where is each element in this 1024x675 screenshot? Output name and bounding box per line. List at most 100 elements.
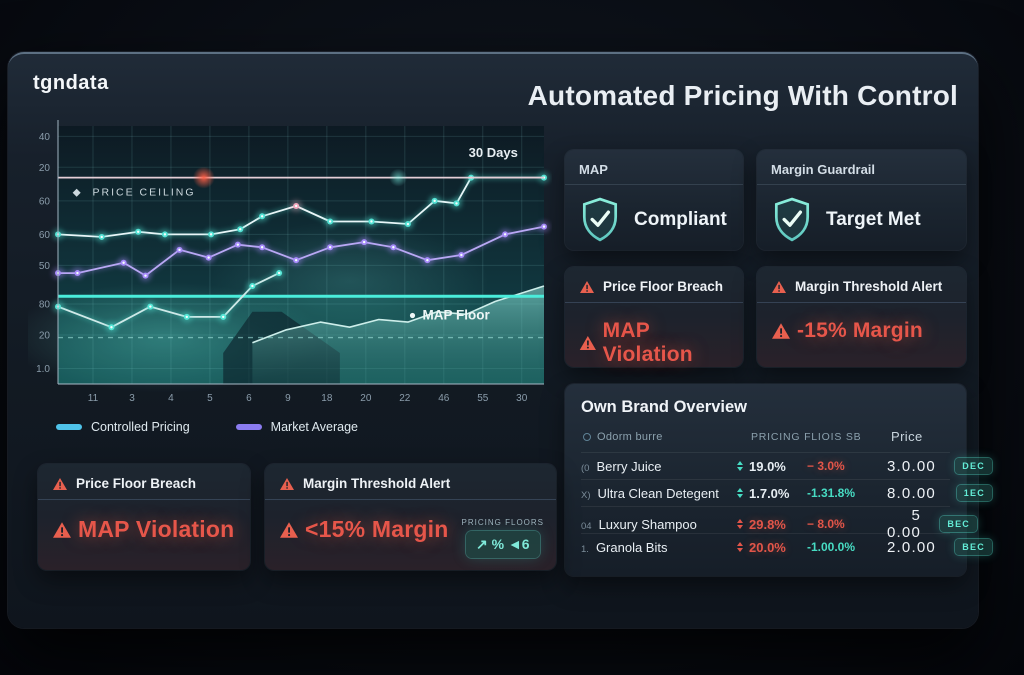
pct-primary: 20.0% — [749, 539, 786, 555]
svg-text:22: 22 — [399, 393, 411, 404]
column-header: Odorm burre — [583, 431, 751, 443]
svg-text:50: 50 — [39, 261, 51, 272]
map-status-card[interactable]: MAP Compliant — [565, 150, 743, 250]
shield-check-icon — [771, 197, 813, 243]
table-title: Own Brand Overview — [581, 398, 747, 416]
svg-text:40: 40 — [39, 132, 51, 143]
brand-logo: tgndata — [33, 72, 109, 94]
svg-text:55: 55 — [477, 393, 489, 404]
table-body: (0 Berry Juice 19.0% − 3.0% 3.0.00 DEC X) Ultra… — [581, 452, 992, 560]
status-badge[interactable]: 1EC — [956, 485, 992, 501]
trend-updown-icon — [731, 488, 749, 498]
margin-card-title: Margin Guardrail — [757, 150, 966, 185]
circle-icon — [583, 432, 591, 441]
chart-legend: Controlled Pricing Market Average — [56, 420, 358, 434]
row-id: 1. — [581, 543, 589, 555]
svg-text:6: 6 — [246, 393, 252, 404]
svg-text:1.0: 1.0 — [36, 364, 50, 375]
product-name: Berry Juice — [596, 458, 662, 474]
pricing-chart-svg: 40 20 60 60 50 80 20 1.0 11 3 4 5 6 9 18 20 22 46 55 30 ◆ PR… — [28, 120, 550, 404]
status-badge[interactable]: BEC — [955, 539, 992, 555]
pct-primary: 19.0% — [749, 458, 786, 474]
product-cell: 1. Granola Bits — [581, 540, 731, 555]
dashboard-panel: tgndata Automated Pricing With Control 4… — [8, 52, 992, 628]
product-name: Ultra Clean Detegent — [597, 485, 719, 501]
status-badge[interactable]: DEC — [955, 458, 992, 474]
svg-text:60: 60 — [39, 196, 51, 207]
legend-item-market-average[interactable]: Market Average — [235, 420, 358, 434]
table-header-row: Odorm burre Pricing Fliois SB Price — [581, 427, 950, 452]
pct-secondary: -1.31.8% — [807, 486, 856, 500]
legend-swatch — [235, 424, 262, 430]
alert-message: <15% Margin — [305, 516, 449, 542]
warning-icon — [52, 521, 72, 539]
pct-secondary: -1.00.0% — [807, 540, 856, 554]
svg-text:MAP Floor: MAP Floor — [423, 308, 491, 323]
table-row[interactable]: 1. Granola Bits 20.0% -1.00.0% 2.0.00 BEC — [581, 533, 992, 560]
alert-title: Margin Threshold Alert — [795, 279, 943, 294]
warning-icon — [579, 280, 595, 294]
warning-icon — [52, 477, 68, 491]
table-row[interactable]: 04 Luxury Shampoo 29.8% − 8.0% 5 0.00 BEC — [581, 506, 977, 541]
row-id: 04 — [581, 520, 592, 532]
svg-text:11: 11 — [88, 393, 99, 404]
map-card-title: MAP — [565, 150, 743, 185]
legend-swatch — [56, 424, 82, 430]
warning-icon — [279, 521, 299, 539]
svg-text:20: 20 — [39, 163, 51, 174]
margin-status-text: Target Met — [826, 209, 921, 230]
margin-guardrail-card[interactable]: Margin Guardrail Target Met — [757, 150, 966, 250]
svg-text:18: 18 — [321, 393, 333, 404]
pricing-floors-chip[interactable]: ↗ % ◄6 — [465, 531, 540, 558]
product-cell: (0 Berry Juice — [581, 459, 731, 474]
legend-label: Controlled Pricing — [91, 420, 190, 434]
legend-label: Market Average — [270, 420, 358, 434]
price-value: 2.0.00 — [887, 538, 936, 556]
legend-item-controlled-pricing[interactable]: Controlled Pricing — [56, 420, 190, 434]
pricing-chart: 40 20 60 60 50 80 20 1.0 11 3 4 5 6 9 18 20 22 46 55 30 ◆ PR… — [28, 114, 552, 446]
warning-icon — [279, 477, 295, 491]
svg-text:5: 5 — [207, 393, 213, 404]
trend-updown-icon — [731, 542, 749, 552]
status-badge[interactable]: BEC — [940, 516, 977, 532]
pct-secondary: − 3.0% — [807, 459, 845, 473]
price-value: 3.0.00 — [887, 457, 936, 475]
margin-threshold-alert[interactable]: Margin Threshold Alert -15% Margin — [757, 267, 966, 367]
product-cell: X) Ultra Clean Detegent — [581, 486, 731, 501]
trend-updown-icon — [731, 519, 749, 529]
pricing-floors-label: PRICING FLOORS — [461, 518, 544, 527]
svg-text:◆ PRICE CEILING: ◆ PRICE CEILING — [73, 187, 196, 199]
own-brand-overview-table: Own Brand Overview Odorm burre Pricing F… — [565, 384, 992, 576]
margin-threshold-alert-bottom[interactable]: Margin Threshold Alert <15% Margin PRICI… — [265, 464, 556, 570]
svg-text:60: 60 — [39, 230, 51, 241]
svg-text:46: 46 — [438, 393, 450, 404]
shield-check-icon — [579, 197, 621, 243]
alert-title: Margin Threshold Alert — [303, 476, 451, 491]
svg-text:20: 20 — [360, 393, 372, 404]
page-title: Automated Pricing With Control — [527, 80, 958, 111]
table-row[interactable]: (0 Berry Juice 19.0% − 3.0% 3.0.00 DEC — [581, 452, 992, 479]
alert-message: MAP Violation — [602, 319, 693, 366]
warning-icon — [771, 280, 787, 294]
pct-primary: 1.7.0% — [749, 485, 790, 501]
column-header: Price — [891, 429, 923, 444]
product-cell: 04 Luxury Shampoo — [581, 517, 731, 532]
pct-secondary: − 8.0% — [807, 517, 845, 531]
price-value: 5 0.00 — [887, 507, 921, 541]
column-header: Pricing Fliois SB — [751, 430, 862, 443]
price-floor-breach-alert[interactable]: Price Floor Breach MAP Violation — [565, 267, 743, 367]
svg-text:9: 9 — [285, 393, 291, 404]
alert-message: -15% Margin — [797, 319, 923, 342]
price-floor-breach-alert-bottom[interactable]: Price Floor Breach MAP Violation — [38, 464, 250, 570]
row-id: (0 — [581, 462, 590, 474]
svg-text:20: 20 — [39, 330, 51, 341]
trend-updown-icon — [731, 461, 749, 471]
svg-text:80: 80 — [39, 300, 51, 311]
svg-text:4: 4 — [168, 393, 174, 404]
product-name: Luxury Shampoo — [598, 516, 697, 532]
svg-text:30 Days: 30 Days — [469, 145, 518, 160]
alert-title: Price Floor Breach — [603, 279, 724, 294]
table-row[interactable]: X) Ultra Clean Detegent 1.7.0% -1.31.8% 8.0.… — [581, 479, 992, 506]
alert-title: Price Floor Breach — [76, 476, 197, 491]
